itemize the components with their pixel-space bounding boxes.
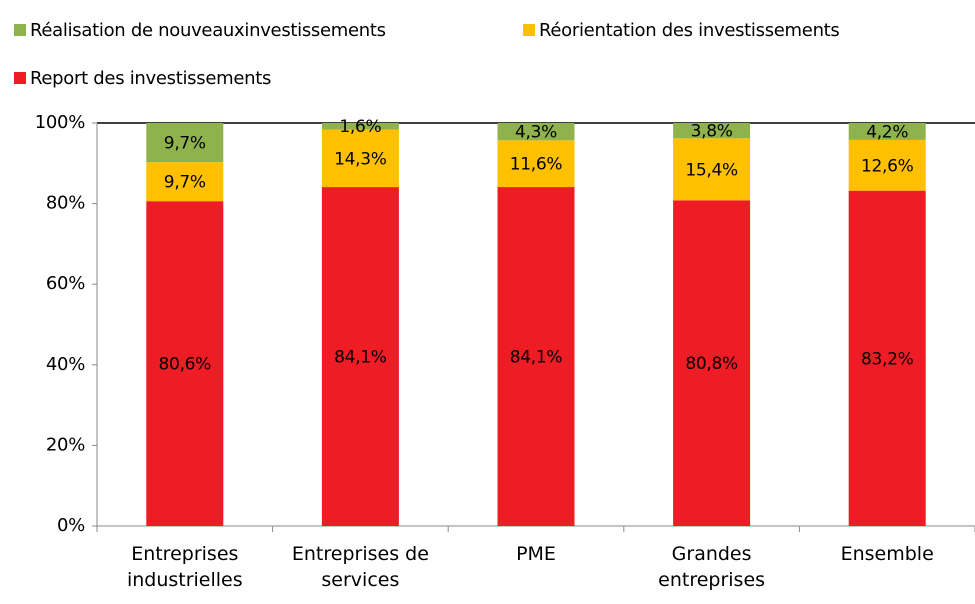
bar-segment bbox=[848, 123, 926, 140]
bar-segment bbox=[673, 123, 751, 139]
y-tick-label: 60% bbox=[46, 273, 85, 294]
y-tick-label: 40% bbox=[46, 354, 85, 375]
bar-segment bbox=[321, 123, 399, 130]
x-tick-label: Ensemble bbox=[840, 543, 934, 565]
value-label: 11,6% bbox=[510, 155, 563, 175]
bar-segment bbox=[673, 138, 751, 201]
bar-segment bbox=[673, 200, 751, 526]
bar-segment bbox=[146, 123, 224, 163]
x-tick-label: Entreprises de services bbox=[291, 543, 429, 591]
legend-label: Report des investissements bbox=[30, 68, 271, 89]
x-tick-label: Grandes entreprises bbox=[658, 543, 766, 591]
value-label: 15,4% bbox=[685, 160, 738, 180]
bar-segment bbox=[146, 201, 224, 526]
y-tick-label: 100% bbox=[35, 112, 85, 133]
bar-segment bbox=[321, 129, 399, 188]
value-label: 3,8% bbox=[691, 122, 733, 142]
bar-segment bbox=[497, 140, 575, 188]
bar-segment bbox=[848, 139, 926, 191]
value-label: 84,1% bbox=[334, 348, 387, 368]
bar-segment bbox=[848, 190, 926, 527]
bar-segment bbox=[497, 187, 575, 526]
value-label: 83,2% bbox=[861, 349, 914, 369]
legend-label: Réorientation des investissements bbox=[539, 20, 840, 41]
x-tick-label: Entreprises industrielles bbox=[126, 543, 243, 591]
value-label: 4,3% bbox=[515, 123, 557, 143]
value-label: 80,8% bbox=[685, 354, 738, 374]
legend-swatch bbox=[14, 24, 26, 36]
value-label: 9,7% bbox=[164, 134, 206, 154]
x-tick-label: PME bbox=[516, 543, 556, 565]
value-label: 12,6% bbox=[861, 156, 914, 176]
value-label: 9,7% bbox=[164, 173, 206, 193]
value-label: 1,6% bbox=[339, 117, 381, 137]
y-tick-label: 20% bbox=[46, 434, 85, 455]
bar-segment bbox=[146, 162, 224, 202]
value-label: 84,1% bbox=[510, 348, 563, 368]
bar-segment bbox=[321, 187, 399, 526]
bar-segment bbox=[497, 123, 575, 141]
value-label: 4,2% bbox=[866, 122, 908, 142]
value-label: 80,6% bbox=[159, 355, 212, 375]
y-tick-label: 0% bbox=[57, 515, 85, 536]
legend-swatch bbox=[523, 24, 535, 36]
y-tick-label: 80% bbox=[46, 193, 85, 214]
legend-swatch bbox=[14, 72, 26, 84]
value-label: 14,3% bbox=[334, 149, 387, 169]
legend-label: Réalisation de nouveauxinvestissements bbox=[30, 20, 386, 41]
